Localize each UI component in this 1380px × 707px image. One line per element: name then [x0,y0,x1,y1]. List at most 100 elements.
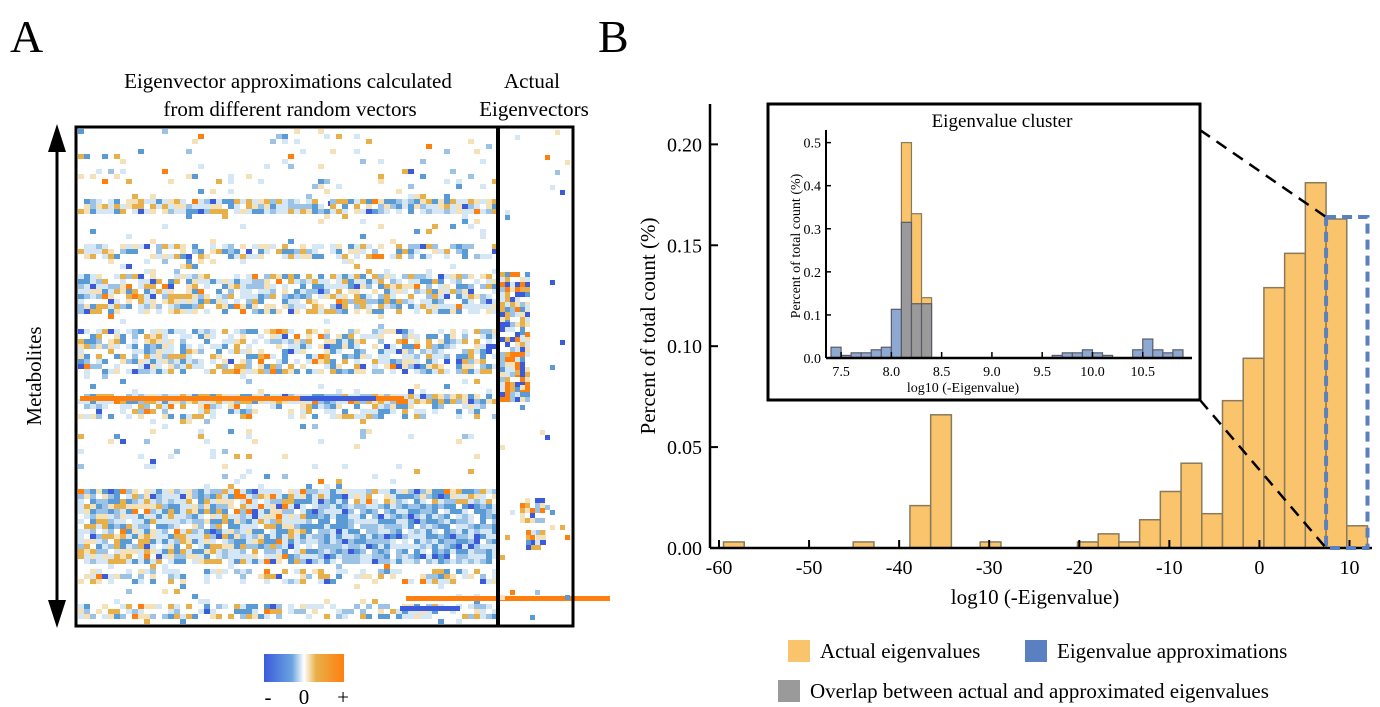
heatmap-cell [450,344,456,349]
heatmap-cell [288,409,294,414]
heatmap-cell [96,519,102,524]
heatmap-cell [78,399,84,404]
heatmap-cell [342,299,348,304]
heatmap-cell [300,519,306,524]
heatmap-cell [414,279,420,284]
heatmap-cell [102,284,108,289]
heatmap-cell [384,564,390,569]
heatmap-cell [378,359,384,364]
heatmap-cell [426,354,432,359]
heatmap-cell [102,534,108,539]
heatmap-cell [96,399,102,404]
heatmap-cell [192,329,198,334]
heatmap-cell [180,249,186,254]
heatmap-cell [114,369,120,374]
heatmap-cell [192,309,198,314]
heatmap-cell [150,604,156,609]
heatmap-cell [144,404,150,409]
heatmap-cell [336,609,342,614]
heatmap-cell [114,399,120,404]
heatmap-cell [288,499,294,504]
heatmap-cell [324,504,330,509]
heatmap-cell [78,509,84,514]
heatmap-cell [324,549,330,554]
heatmap-cell [324,519,330,524]
y-tick-label: 0.05 [667,437,702,459]
heatmap-cell [270,524,276,529]
heatmap-cell [318,499,324,504]
heatmap-cell [474,614,480,619]
heatmap-cell [420,159,426,164]
heatmap-cell [354,559,360,564]
inset-y-axis-label: Percent of total count (%) [789,173,804,318]
heatmap-cell [174,574,180,579]
heatmap-cell [216,304,222,309]
heatmap-cell [210,299,216,304]
heatmap-cell [450,309,456,314]
heatmap-cell [198,554,204,559]
heatmap-cell [84,549,90,554]
heatmap-cell [186,344,192,349]
heatmap-cell [324,399,330,404]
heatmap-cell [505,397,510,402]
heatmap-cell [378,199,384,204]
heatmap-cell [384,509,390,514]
heatmap-cell [162,254,168,259]
heatmap-cell [342,409,348,414]
heatmap-cell [120,554,126,559]
heatmap-cell [114,524,120,529]
heatmap-cell [420,194,426,199]
heatmap-cell [318,219,324,224]
heatmap-cell [78,609,84,614]
heatmap-cell [90,514,96,519]
heatmap-cell [180,309,186,314]
heatmap-cell [78,249,84,254]
heatmap-cell [312,199,318,204]
histogram-bar [929,414,953,549]
heatmap-cell [96,199,102,204]
heatmap-cell [444,344,450,349]
heatmap-cell [168,289,174,294]
heatmap-cell [276,544,282,549]
heatmap-cell [108,574,114,579]
heatmap-cell [96,169,102,174]
heatmap-cell [474,604,480,609]
heatmap-cell [246,369,252,374]
heatmap-cell [192,289,198,294]
heatmap-cell [336,404,342,409]
heatmap-cell [240,409,246,414]
heatmap-cell [354,209,360,214]
heatmap-cell [162,569,168,574]
heatmap-cell [318,479,324,484]
heatmap-cell [270,304,276,309]
heatmap-cell [468,139,474,144]
heatmap-cell [336,549,342,554]
heatmap-cell [432,349,438,354]
heatmap-cell [246,514,252,519]
heatmap-cell [198,494,204,499]
heatmap-cell [180,334,186,339]
heatmap-cell [240,509,246,514]
heatmap-cell [120,319,126,324]
x-tick-label: 0 [1254,557,1264,579]
heatmap-cell [96,284,102,289]
heatmap-cell [174,449,180,454]
heatmap-cell [480,614,486,619]
heatmap-cell [288,164,294,169]
heatmap-cell [132,549,138,554]
heatmap-cell [126,604,132,609]
heatmap-cell [180,264,186,269]
heatmap-cell [500,322,505,327]
heatmap-cell [312,359,318,364]
heatmap-cell [192,594,198,599]
heatmap-cell [402,519,408,524]
heatmap-cell [468,489,474,494]
heatmap-cell [378,409,384,414]
heatmap-cell [294,499,300,504]
heatmap-cell [102,154,108,159]
heatmap-cell [126,549,132,554]
heatmap-cell [222,514,228,519]
heatmap-cell [438,584,444,589]
heatmap-cell [192,199,198,204]
heatmap-cell [270,294,276,299]
